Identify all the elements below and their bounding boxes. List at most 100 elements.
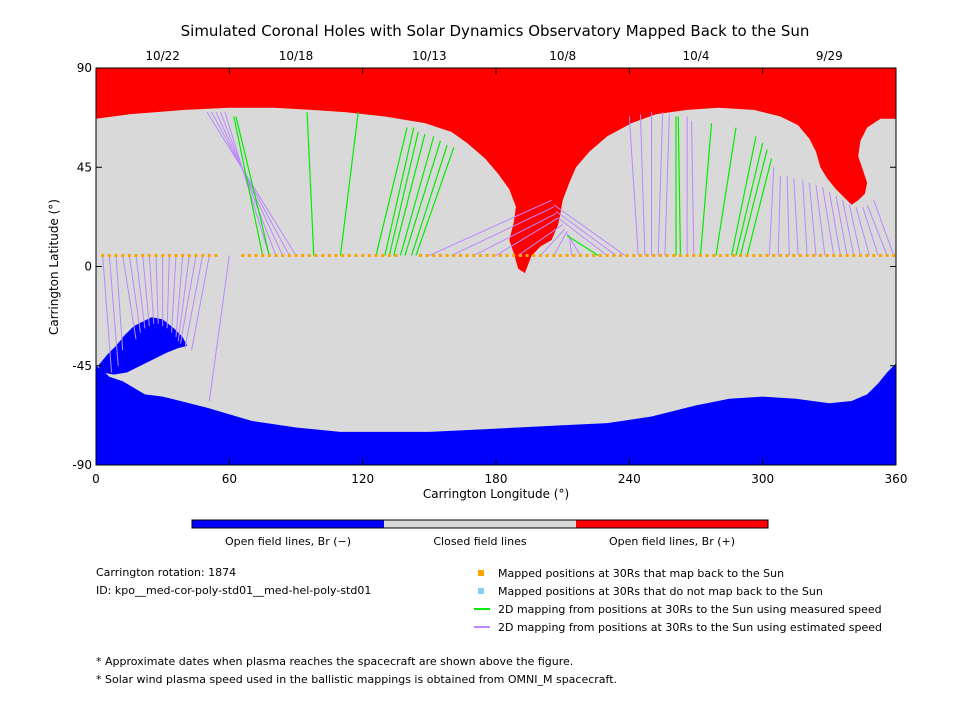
date-tick-label: 10/22 (145, 49, 180, 63)
mapped-position-point (381, 253, 385, 257)
mapped-position-point (852, 253, 856, 257)
estimated-mapping-line (555, 210, 617, 256)
mapped-position-point (678, 253, 682, 257)
mapped-position-point (878, 253, 882, 257)
mapped-position-point (552, 253, 556, 257)
mapped-position-point (592, 253, 596, 257)
mapped-position-point (725, 253, 729, 257)
estimated-mapping-line (177, 255, 190, 342)
estimated-mapping-line (108, 255, 119, 366)
mapped-position-point (618, 253, 622, 257)
mapped-position-point (645, 253, 649, 257)
mapped-position-point (394, 253, 398, 257)
mapped-position-point (792, 253, 796, 257)
x-axis: 0 60 120 180 240 300 360 (92, 68, 907, 486)
mapped-position-point (712, 253, 716, 257)
legend-marker (478, 588, 484, 594)
mapped-position-point (254, 253, 258, 257)
estimated-mapping-line (115, 255, 124, 351)
measured-mapping-line (739, 149, 768, 256)
estimated-mapping-line (175, 255, 184, 338)
estimated-mapping-line (768, 167, 775, 256)
mapped-position-point (347, 253, 351, 257)
mapped-position-point (605, 253, 609, 257)
estimated-mapping-line (664, 114, 670, 256)
y-tick-label: -90 (72, 458, 92, 472)
measured-mapping-line (415, 147, 455, 256)
mapped-position-point (281, 253, 285, 257)
date-tick-label: 9/29 (816, 49, 843, 63)
mapped-position-point (334, 253, 338, 257)
mapped-position-point (532, 253, 536, 257)
mapped-position-point (418, 253, 422, 257)
mapped-position-point (758, 253, 762, 257)
estimated-mapping-line (842, 200, 855, 256)
measured-mapping-line (235, 116, 270, 256)
estimated-mapping-line (208, 255, 230, 402)
mapped-position-point (307, 253, 311, 257)
mapped-position-point (458, 253, 462, 257)
x-tick-label: 60 (222, 472, 237, 486)
mapped-position-point (354, 253, 358, 257)
mapped-position-point (658, 253, 662, 257)
estimated-mapping-line (215, 111, 284, 256)
mapped-position-point (798, 253, 802, 257)
mapped-position-point (174, 253, 178, 257)
mapped-position-point (832, 253, 836, 257)
mapped-position-point (141, 253, 145, 257)
colorbar-segment (192, 520, 384, 528)
mapped-position-point (107, 253, 111, 257)
mapped-position-point (127, 253, 131, 257)
model-id: ID: kpo__med-cor-poly-std01__med-hel-pol… (96, 584, 371, 597)
measured-mapping-line (715, 127, 737, 256)
mapped-position-point (321, 253, 325, 257)
estimated-mapping-line (568, 235, 573, 256)
colorbar-frame (191, 519, 769, 529)
mapped-position-point (598, 253, 602, 257)
estimated-mapping-line (639, 114, 646, 256)
x-tick-label: 180 (485, 472, 508, 486)
measured-mapping-line (384, 127, 415, 256)
mapped-position-point (612, 253, 616, 257)
mapped-position-point (525, 253, 529, 257)
y-tick-label: 90 (77, 61, 92, 75)
estimated-mapping-line (628, 116, 639, 256)
mapped-position-point (698, 253, 702, 257)
mapped-position-point (301, 253, 305, 257)
estimated-mapping-line (473, 213, 557, 256)
mapped-position-point (438, 253, 442, 257)
mapped-position-point (765, 253, 769, 257)
mapped-position-point (625, 253, 629, 257)
estimated-mapping-line (179, 255, 197, 344)
mapped-position-point (274, 253, 278, 257)
y-tick-label: 45 (77, 160, 92, 174)
estimated-mapping-line (873, 200, 895, 256)
mapped-position-point (367, 253, 371, 257)
mapped-position-point (718, 253, 722, 257)
positive-open-field-region (96, 68, 896, 274)
estimated-mapping-line (155, 255, 159, 324)
mapped-position-point (578, 253, 582, 257)
mapped-position-point (294, 253, 298, 257)
mapped-position-point (565, 253, 569, 257)
mapped-position-point (485, 253, 489, 257)
mapped-position-point (341, 253, 345, 257)
mapped-position-point (147, 253, 151, 257)
legend: Mapped positions at 30Rs that map back t… (474, 567, 882, 634)
y-tick-label: 0 (84, 260, 92, 274)
estimated-mapping-line (148, 255, 155, 324)
mapped-position-point (432, 253, 436, 257)
mapped-position-point (167, 253, 171, 257)
mapped-position-point (445, 253, 449, 257)
measured-mapping-line (699, 123, 713, 256)
measured-mapping-line (393, 134, 426, 256)
y-axis: -90 -45 0 45 90 (72, 61, 896, 472)
mapped-position-point (267, 253, 271, 257)
estimated-mapping-line (553, 204, 626, 256)
estimated-mapping-line (862, 206, 879, 256)
footnotes: * Approximate dates when plasma reaches … (96, 655, 617, 686)
mapped-position-point (314, 253, 318, 257)
measured-mapping-line (404, 140, 442, 256)
x-tick-label: 240 (618, 472, 641, 486)
mapped-position-point (778, 253, 782, 257)
